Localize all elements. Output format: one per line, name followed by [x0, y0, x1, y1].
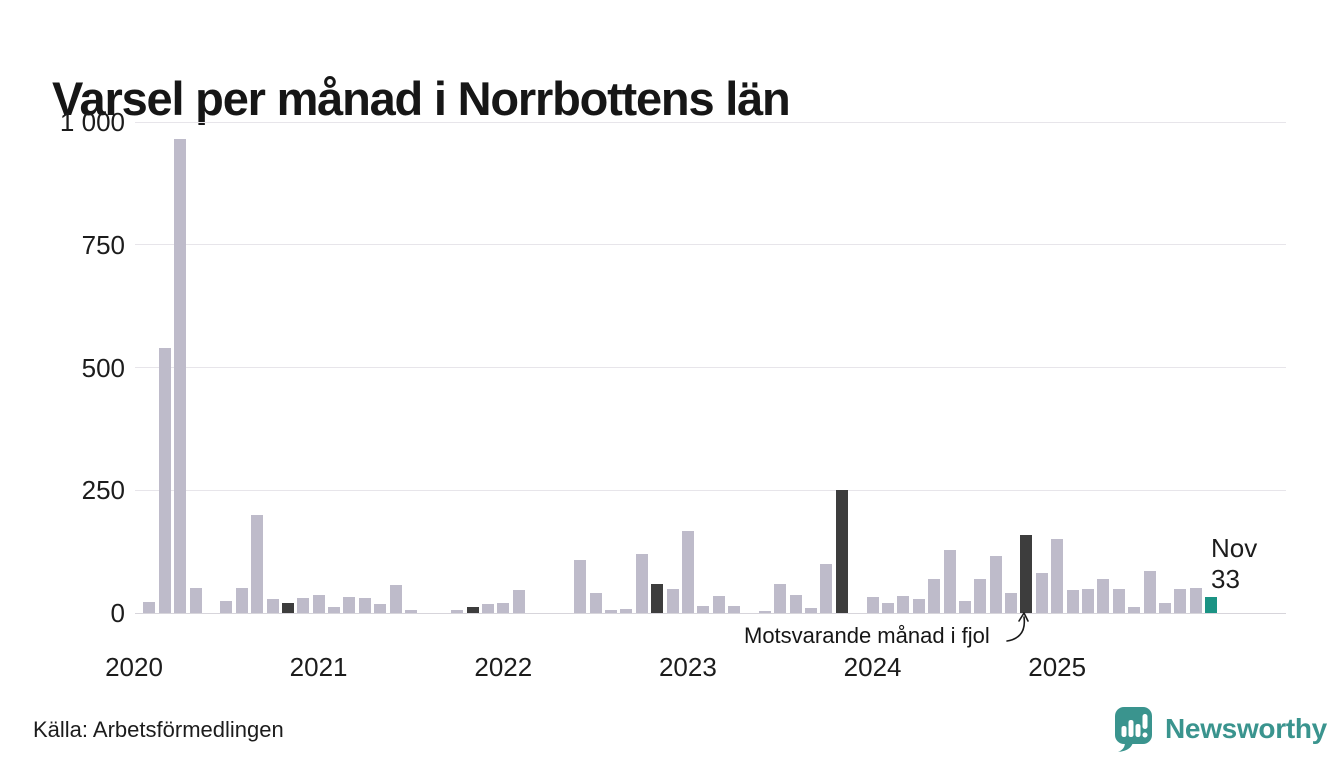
bar-2025-11 [1205, 596, 1218, 613]
bar-2021-02 [328, 607, 340, 613]
x-axis-year-label: 2020 [105, 652, 163, 682]
bar-2024-03 [897, 595, 910, 613]
y-axis-tick-label: 500 [81, 352, 125, 383]
bar-2022-01 [497, 603, 510, 613]
bar-2025-01 [1051, 538, 1064, 613]
bar-2024-11 [1020, 535, 1033, 613]
bar-2025-06 [1128, 606, 1141, 613]
bar-2020-03 [158, 347, 171, 613]
bar-2025-08 [1158, 603, 1171, 613]
newsworthy-logo-icon [1115, 707, 1152, 752]
bar-2024-08 [974, 579, 987, 613]
bar-2024-06 [943, 550, 956, 613]
annotation-label: Motsvarande månad i fjol [744, 623, 990, 648]
bar-2021-04 [358, 597, 371, 613]
bar-2021-06 [389, 584, 402, 613]
bar-2023-02 [697, 606, 710, 613]
y-axis-tick-label: 1 000 [59, 107, 125, 137]
bar-2025-05 [1112, 588, 1125, 614]
bar-2022-11 [651, 583, 664, 613]
bar-2023-03 [712, 596, 725, 613]
bar-2023-09 [805, 607, 817, 613]
gridline [135, 489, 1286, 491]
bar-2024-12 [1035, 572, 1048, 613]
x-axis-year-label: 2022 [474, 652, 533, 682]
bar-2025-09 [1174, 589, 1187, 613]
gridline [135, 367, 1286, 368]
bar-2024-02 [882, 603, 894, 613]
latest-value-month: Nov [1211, 533, 1258, 563]
annotation-arrow-icon [1006, 612, 1029, 642]
chart-title: Varsel per månad i Norrbottens län [52, 72, 791, 126]
bar-2021-05 [374, 603, 387, 613]
bar-2021-10 [451, 609, 464, 613]
x-axis-year-label: 2023 [658, 652, 717, 682]
bar-2021-07 [405, 610, 417, 613]
bar-2024-09 [989, 556, 1002, 613]
bar-2020-04 [174, 139, 187, 613]
bar-2023-06 [758, 610, 771, 613]
bar-2021-12 [481, 604, 494, 613]
x-axis-year-label: 2021 [289, 652, 348, 682]
bar-2021-03 [343, 596, 356, 613]
bar-2023-10 [820, 564, 833, 613]
gridline [135, 612, 1286, 614]
bar-2021-01 [312, 594, 325, 613]
x-axis-year-label: 2025 [1028, 652, 1087, 682]
bar-2023-11 [835, 490, 848, 614]
bar-2022-10 [635, 554, 648, 613]
bar-2021-11 [466, 607, 479, 613]
bar-2020-09 [251, 514, 264, 613]
bar-2022-07 [589, 592, 602, 613]
source-label: Källa: Arbetsförmedlingen [33, 717, 284, 742]
latest-value-number: 33 [1211, 564, 1240, 594]
bar-2020-02 [143, 601, 156, 613]
bar-2020-05 [189, 587, 202, 613]
bar-2023-07 [774, 583, 787, 613]
y-axis-tick-label: 750 [81, 229, 125, 260]
y-axis-tick-label: 250 [81, 475, 125, 506]
bar-2025-03 [1082, 588, 1094, 614]
bar-2020-11 [281, 603, 294, 613]
bar-2024-10 [1005, 593, 1018, 613]
y-axis-tick-label: 0 [110, 598, 125, 628]
x-axis-year-label: 2024 [843, 652, 902, 682]
bar-2025-04 [1097, 578, 1110, 613]
bar-2024-07 [958, 601, 971, 613]
newsworthy-brand-name: Newsworthy [1165, 713, 1327, 744]
bar-2024-04 [912, 598, 925, 613]
bar-2023-08 [789, 595, 802, 613]
newsworthy-brand[interactable]: Newsworthy [1112, 705, 1327, 753]
bar-2022-12 [666, 589, 679, 613]
bar-2025-07 [1143, 570, 1156, 613]
bar-2024-05 [928, 579, 941, 613]
bar-2025-02 [1066, 589, 1079, 613]
bar-2022-09 [620, 609, 633, 613]
bar-2023-04 [728, 605, 741, 613]
bar-2022-08 [605, 609, 617, 613]
bar-2022-06 [574, 559, 587, 613]
bar-2020-10 [266, 598, 279, 613]
latest-value-label: Nov 33 [1211, 533, 1257, 595]
bar-2025-10 [1189, 588, 1202, 613]
gridline [135, 121, 1286, 123]
gridline [135, 244, 1286, 246]
bar-2020-08 [235, 588, 248, 613]
bar-2022-02 [512, 589, 525, 613]
bar-2020-12 [297, 597, 310, 613]
bar-2024-01 [866, 596, 879, 613]
bar-2020-07 [220, 600, 233, 613]
bar-2023-01 [681, 531, 694, 613]
